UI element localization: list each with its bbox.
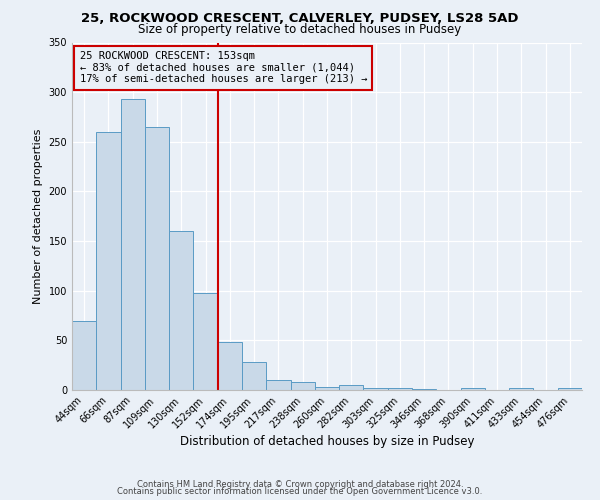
Bar (266, 380, 290, 390)
Bar (218, 342, 242, 390)
Bar (290, 382, 315, 390)
Bar (509, 388, 533, 390)
Bar (388, 388, 412, 390)
Bar (364, 388, 388, 390)
Text: 25, ROCKWOOD CRESCENT, CALVERLEY, PUDSEY, LS28 5AD: 25, ROCKWOOD CRESCENT, CALVERLEY, PUDSEY… (81, 12, 519, 26)
Text: Size of property relative to detached houses in Pudsey: Size of property relative to detached ho… (139, 22, 461, 36)
Bar (193, 292, 218, 390)
Bar (96, 132, 121, 390)
Bar (558, 388, 582, 390)
Bar (339, 385, 364, 390)
Bar (72, 320, 96, 390)
Bar (315, 387, 339, 390)
Bar (412, 389, 436, 390)
Bar (242, 362, 266, 390)
Bar (169, 231, 193, 390)
X-axis label: Distribution of detached houses by size in Pudsey: Distribution of detached houses by size … (180, 436, 474, 448)
Y-axis label: Number of detached properties: Number of detached properties (33, 128, 43, 304)
Text: Contains HM Land Registry data © Crown copyright and database right 2024.: Contains HM Land Registry data © Crown c… (137, 480, 463, 489)
Bar (121, 99, 145, 390)
Text: 25 ROCKWOOD CRESCENT: 153sqm
← 83% of detached houses are smaller (1,044)
17% of: 25 ROCKWOOD CRESCENT: 153sqm ← 83% of de… (80, 51, 367, 84)
Bar (461, 388, 485, 390)
Text: Contains public sector information licensed under the Open Government Licence v3: Contains public sector information licen… (118, 487, 482, 496)
Bar (145, 127, 169, 390)
